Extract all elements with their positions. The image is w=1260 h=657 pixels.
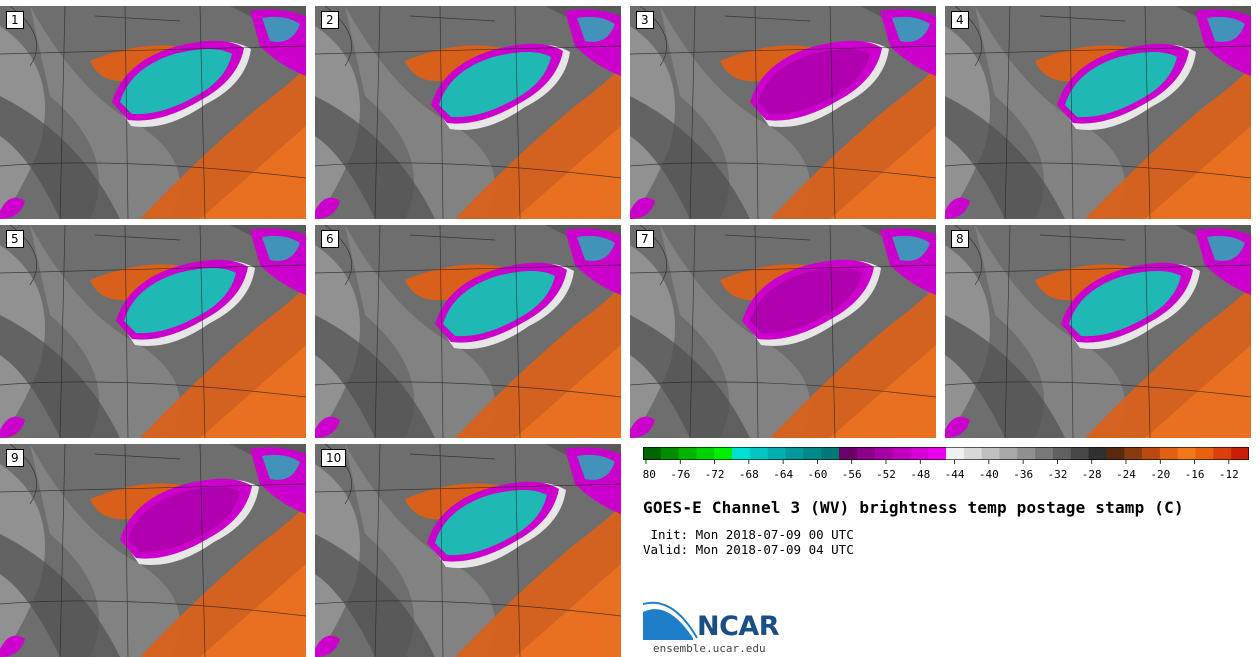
panel-number: 4 [951, 11, 969, 29]
colorbar-segment [910, 447, 929, 460]
colorbar-tick-label: -36 [1013, 468, 1033, 481]
colorbar-tick-label: -52 [876, 468, 896, 481]
colorbar-segment [1070, 447, 1090, 460]
colorbar-segment [660, 447, 680, 460]
colorbar-outline [643, 447, 1249, 460]
colorbar-segment [1088, 447, 1107, 460]
ensemble-member-panel[interactable]: 10 [315, 444, 621, 657]
ensemble-member-panel[interactable]: 5 [0, 225, 306, 438]
colorbar-segment [749, 447, 769, 460]
colorbar-tick-label: -20 [1150, 468, 1170, 481]
wv-map [315, 225, 621, 438]
panel-number: 2 [321, 11, 339, 29]
colorbar-segment [714, 447, 733, 460]
colorbar-segment [1195, 447, 1214, 460]
colorbar-segment [981, 447, 1000, 460]
colorbar-segment [928, 447, 947, 460]
wv-map [0, 225, 306, 438]
wv-map [0, 6, 306, 219]
colorbar-segment [874, 447, 894, 460]
colorbar-segment [892, 447, 911, 460]
colorbar-tick-label: -44 [945, 468, 965, 481]
colorbar-segment [1142, 447, 1161, 460]
wv-map [630, 6, 936, 219]
ncar-wordmark: NCAR [697, 611, 780, 642]
colorbar-segment [963, 447, 983, 460]
wv-map [315, 444, 621, 657]
figure-title: GOES-E Channel 3 (WV) brightness temp po… [643, 498, 1184, 517]
colorbar-segment [1231, 447, 1249, 460]
wv-map [945, 225, 1251, 438]
colorbar-tick-label: -40 [979, 468, 999, 481]
valid-time: Valid: Mon 2018-07-09 04 UTC [643, 542, 854, 557]
colorbar-tick-label: -56 [842, 468, 862, 481]
colorbar-segment [999, 447, 1018, 460]
panel-number: 5 [6, 230, 24, 248]
panel-number: 9 [6, 449, 24, 467]
ncar-logo-icon [643, 601, 698, 640]
init-time: Init: Mon 2018-07-09 00 UTC [643, 527, 854, 542]
colorbar-segment [767, 447, 787, 460]
ensemble-member-panel[interactable]: 7 [630, 225, 936, 438]
ensemble-member-panel[interactable]: 2 [315, 6, 621, 219]
panel-number: 7 [636, 230, 654, 248]
colorbar-segment [785, 447, 804, 460]
panel-number: 3 [636, 11, 654, 29]
colorbar-segment [643, 447, 662, 460]
panel-number: 1 [6, 11, 24, 29]
ensemble-member-panel[interactable]: 6 [315, 225, 621, 438]
ensemble-member-panel[interactable]: 8 [945, 225, 1251, 438]
colorbar-tick-label: -24 [1116, 468, 1136, 481]
panel-number: 10 [321, 449, 347, 467]
colorbar-segment [856, 447, 876, 460]
colorbar-segment [1106, 447, 1125, 460]
colorbar-segment [732, 447, 751, 460]
colorbar-tick-label: -68 [739, 468, 759, 481]
colorbar-tick-label: -64 [773, 468, 793, 481]
colorbar-segment [1159, 447, 1179, 460]
colorbar-segment [1035, 447, 1054, 460]
ensemble-member-panel[interactable]: 4 [945, 6, 1251, 219]
colorbar-segment [1124, 447, 1143, 460]
site-url[interactable]: ensemble.ucar.edu [653, 642, 766, 655]
colorbar-segment [821, 447, 840, 460]
wv-map [0, 444, 306, 657]
colorbar-segment [678, 447, 697, 460]
colorbar-segment [803, 447, 822, 460]
wv-map [945, 6, 1251, 219]
ensemble-member-panel[interactable]: 9 [0, 444, 306, 657]
colorbar-segment [1177, 447, 1197, 460]
wv-map [315, 6, 621, 219]
colorbar-tick-label: -12 [1219, 468, 1239, 481]
colorbar-segment [696, 447, 715, 460]
colorbar-segment [1213, 447, 1232, 460]
wv-map [630, 225, 936, 438]
colorbar-segment [1052, 447, 1072, 460]
colorbar-tick-label: -80 [643, 468, 656, 481]
colorbar-tick-label: -76 [670, 468, 690, 481]
colorbar-segment [946, 447, 965, 460]
panel-number: 6 [321, 230, 339, 248]
colorbar-tick-label: -28 [1082, 468, 1102, 481]
colorbar-tick-label: -32 [1047, 468, 1067, 481]
ensemble-member-panel[interactable]: 1 [0, 6, 306, 219]
colorbar-tick-label: -60 [807, 468, 827, 481]
colorbar-segment [1017, 447, 1036, 460]
colorbar: -80 -76 -72 -68 -64 -60 -56 -52 -48 -44 -40 -36 -32 -… [643, 447, 1249, 481]
colorbar-segment [839, 447, 858, 460]
ensemble-member-panel[interactable]: 3 [630, 6, 936, 219]
colorbar-tick-label: -72 [705, 468, 725, 481]
colorbar-tick-label: -16 [1185, 468, 1205, 481]
colorbar-tick-label: -48 [910, 468, 930, 481]
panel-number: 8 [951, 230, 969, 248]
